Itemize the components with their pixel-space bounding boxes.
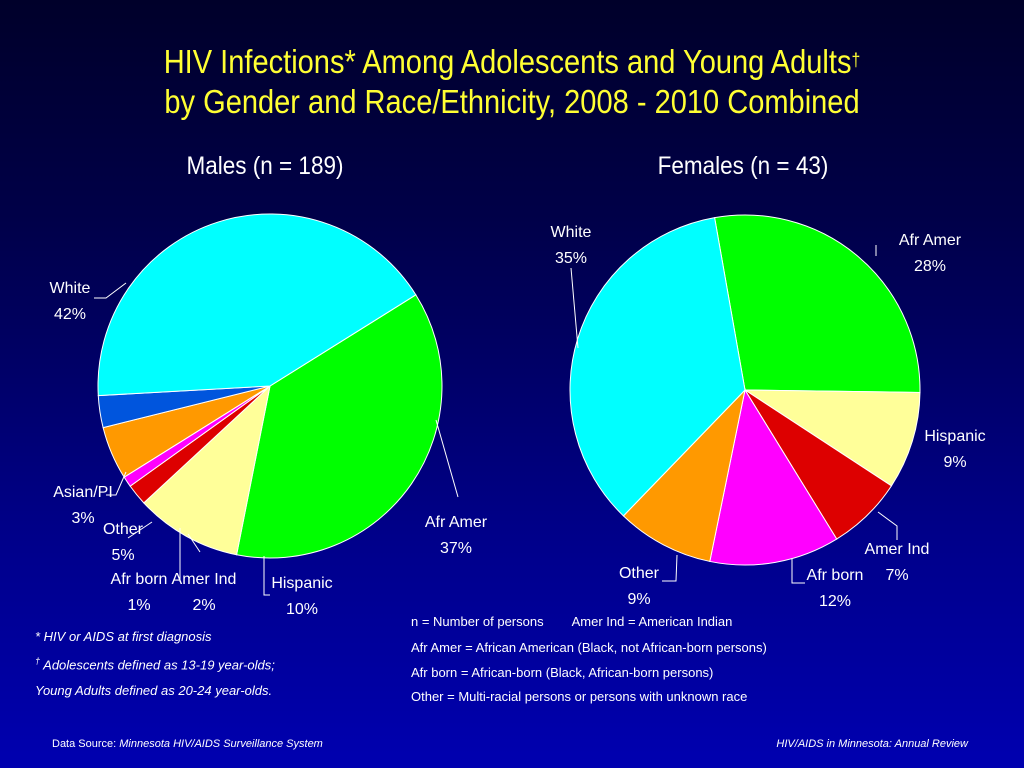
males-label-asian-pi: Asian/PI xyxy=(53,484,113,501)
females-value-afr-amer: 28% xyxy=(914,258,946,275)
males-label-other: Other xyxy=(103,521,144,538)
females-chart-title: Females (n = 43) xyxy=(657,152,829,180)
females-leader-afr-born xyxy=(791,558,805,584)
males-pie xyxy=(97,213,443,559)
legend-line-4: Other = Multi-racial persons or persons … xyxy=(411,689,748,704)
page-title: HIV Infections* Among Adolescents and Yo… xyxy=(61,42,962,122)
males-label-hispanic: Hispanic xyxy=(271,575,332,592)
males-value-afr-born: 1% xyxy=(127,597,150,614)
females-slice-afr-amer xyxy=(714,214,921,393)
report-title: HIV/AIDS in Minnesota: Annual Review xyxy=(776,738,968,750)
males-value-white: 42% xyxy=(54,306,86,323)
females-slice-white xyxy=(569,217,746,517)
females-label-white: White xyxy=(551,224,592,241)
males-value-amer-ind: 2% xyxy=(192,597,215,614)
footnote-age-cont: Young Adults defined as 20-24 year-olds. xyxy=(35,683,273,698)
males-slice-afr-amer xyxy=(236,294,443,559)
legend-line-3: Afr born = African-born (Black, African-… xyxy=(411,665,714,680)
legend-line-2: Afr Amer = African American (Black, not … xyxy=(411,640,767,655)
data-source: Data Source: Minnesota HIV/AIDS Surveill… xyxy=(52,738,323,750)
males-leader-hispanic xyxy=(263,556,270,596)
footnote-age: † Adolescents defined as 13-19 year-olds… xyxy=(35,656,275,673)
females-slice-afr-born xyxy=(709,388,838,566)
females-label-amer-ind: Amer Ind xyxy=(865,541,930,558)
males-label-afr-born: Afr born xyxy=(111,571,168,588)
females-label-afr-amer: Afr Amer xyxy=(899,232,962,249)
females-slice-other xyxy=(622,388,746,563)
title-line-1: HIV Infections* Among Adolescents and Yo… xyxy=(163,43,861,80)
females-leader-amer-ind xyxy=(877,511,898,540)
males-label-amer-ind: Amer Ind xyxy=(172,571,237,588)
females-leader-other xyxy=(662,554,678,582)
females-value-afr-born: 12% xyxy=(819,593,851,610)
males-leader-afr-amer xyxy=(435,419,459,498)
females-leader-white xyxy=(570,267,579,349)
legend-line-1: n = Number of persons Amer Ind = American… xyxy=(411,614,733,629)
title-line-2: by Gender and Race/Ethnicity, 2008 - 201… xyxy=(164,83,860,120)
males-value-afr-amer: 37% xyxy=(440,540,472,557)
females-value-amer-ind: 7% xyxy=(885,567,908,584)
males-label-white: White xyxy=(50,280,91,297)
females-label-afr-born: Afr born xyxy=(807,567,864,584)
females-label-hispanic: Hispanic xyxy=(924,428,985,445)
males-chart-title: Males (n = 189) xyxy=(186,152,344,180)
males-slice-hispanic xyxy=(143,384,271,556)
males-slice-white xyxy=(97,213,417,397)
females-pie xyxy=(569,214,921,566)
females-value-hispanic: 9% xyxy=(943,454,966,471)
females-slice-hispanic xyxy=(743,389,921,487)
males-value-asian-pi: 3% xyxy=(71,510,94,527)
males-label-afr-amer: Afr Amer xyxy=(425,514,488,531)
males-leader-amer-ind xyxy=(187,533,201,553)
males-leader-white xyxy=(94,282,127,299)
footnote-hiv: * HIV or AIDS at first diagnosis xyxy=(35,629,212,644)
females-label-other: Other xyxy=(619,565,660,582)
males-leader-asian-pi xyxy=(106,471,127,496)
females-value-white: 35% xyxy=(555,250,587,267)
males-value-other: 5% xyxy=(111,547,134,564)
males-leader-other xyxy=(127,521,153,539)
males-value-hispanic: 10% xyxy=(286,601,318,618)
females-value-other: 9% xyxy=(627,591,650,608)
